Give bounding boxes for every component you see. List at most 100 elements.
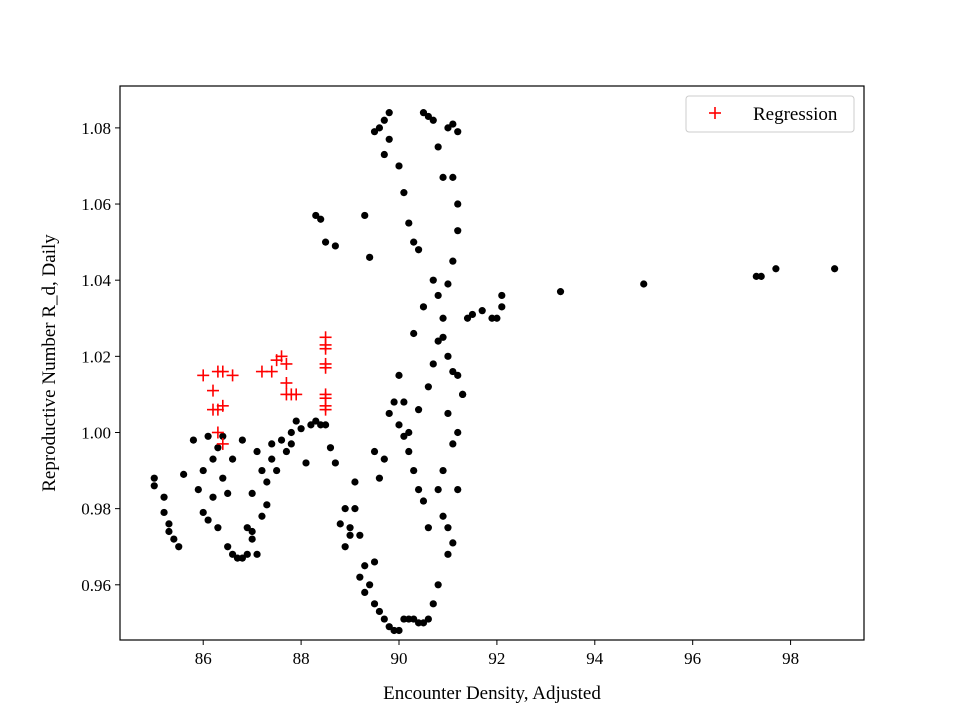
data-point <box>831 265 839 273</box>
data-point <box>375 607 384 616</box>
data-point <box>204 432 212 440</box>
x-axis-label: Encounter Density, Adjusted <box>383 683 601 704</box>
data-point <box>165 520 173 528</box>
data-point <box>478 307 486 315</box>
data-point <box>380 455 388 463</box>
data-point <box>395 626 403 635</box>
data-point <box>312 417 320 425</box>
y-axis: 0.96 0.98 1.00 1.02 1.04 1.06 1.08 <box>81 119 120 595</box>
data-point <box>380 116 388 124</box>
data-point <box>556 288 565 296</box>
regression-point <box>280 357 293 370</box>
data-point <box>429 276 437 284</box>
x-tick-label: 86 <box>195 649 212 668</box>
x-tick-label: 98 <box>782 649 799 668</box>
regression-point <box>207 384 219 397</box>
data-point <box>356 531 364 539</box>
data-point <box>341 543 349 551</box>
data-point <box>370 600 379 608</box>
data-point <box>375 474 384 482</box>
data-point <box>263 478 271 486</box>
x-tick-label: 90 <box>391 649 408 668</box>
data-point <box>444 280 452 288</box>
data-point <box>282 447 291 456</box>
legend: Regression <box>685 95 855 133</box>
data-point <box>395 371 403 379</box>
data-point <box>640 280 648 288</box>
data-point <box>273 466 281 475</box>
data-point <box>414 486 423 494</box>
data-point <box>160 493 168 501</box>
data-point <box>297 425 305 433</box>
data-point <box>317 215 325 223</box>
data-point <box>454 371 462 379</box>
data-point <box>326 444 335 452</box>
data-point <box>253 550 261 558</box>
data-point <box>248 527 256 536</box>
data-point <box>385 623 393 631</box>
regression-point <box>197 369 210 382</box>
data-point <box>361 588 369 597</box>
data-point <box>439 466 447 475</box>
data-point <box>395 162 403 170</box>
data-point <box>292 417 300 425</box>
data-point <box>449 120 457 128</box>
data-point <box>493 314 501 322</box>
y-tick-label: 0.96 <box>81 576 111 595</box>
data-point <box>150 482 158 490</box>
data-point <box>468 310 477 319</box>
data-point <box>410 466 418 475</box>
data-point <box>214 524 222 532</box>
regression-point <box>216 365 229 378</box>
data-point <box>263 501 271 509</box>
data-point <box>405 428 413 437</box>
data-point <box>449 257 457 265</box>
data-point <box>219 474 227 482</box>
data-point <box>454 486 462 494</box>
data-point <box>444 124 452 132</box>
data-point <box>444 524 452 532</box>
regression-point <box>280 376 293 389</box>
data-point <box>385 409 393 418</box>
data-point <box>199 466 207 475</box>
data-point <box>405 219 413 227</box>
data-point <box>268 455 276 463</box>
data-point <box>243 524 251 532</box>
data-point <box>321 421 330 429</box>
x-tick-label: 92 <box>488 649 505 668</box>
data-point <box>361 562 369 570</box>
data-point <box>160 508 168 517</box>
data-point <box>351 478 359 486</box>
data-point <box>321 238 330 246</box>
data-point <box>194 486 202 494</box>
data-point <box>150 474 158 482</box>
data-point <box>287 440 295 448</box>
data-point <box>459 390 467 399</box>
y-tick-label: 1.04 <box>81 271 111 290</box>
data-point <box>346 531 354 539</box>
data-point <box>434 486 442 494</box>
data-point <box>439 173 447 181</box>
data-point <box>419 303 428 311</box>
data-point <box>410 238 418 246</box>
data-point <box>444 352 452 360</box>
data-point <box>385 109 393 117</box>
data-point <box>419 109 428 117</box>
y-tick-label: 0.98 <box>81 500 111 519</box>
data-point <box>772 265 780 273</box>
data-point <box>449 440 457 448</box>
data-point <box>331 459 339 467</box>
data-point <box>224 543 232 551</box>
plot-marks <box>150 109 839 635</box>
data-point <box>424 112 432 121</box>
data-point <box>209 455 217 463</box>
data-point <box>346 524 354 532</box>
data-point <box>268 440 276 448</box>
data-point <box>439 314 447 322</box>
data-point <box>189 436 198 444</box>
y-tick-label: 1.02 <box>81 347 111 366</box>
y-tick-label: 1.08 <box>81 119 111 138</box>
data-point <box>170 535 178 543</box>
data-point <box>366 253 374 261</box>
